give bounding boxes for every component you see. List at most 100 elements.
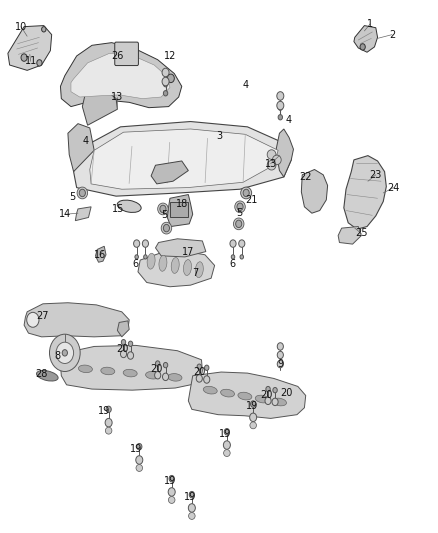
Polygon shape — [8, 26, 52, 70]
Circle shape — [197, 364, 201, 369]
Ellipse shape — [158, 203, 168, 215]
Ellipse shape — [123, 369, 137, 377]
Circle shape — [360, 44, 365, 50]
Circle shape — [251, 401, 256, 407]
Ellipse shape — [233, 218, 244, 230]
Circle shape — [49, 334, 80, 372]
Polygon shape — [338, 227, 361, 244]
Text: 25: 25 — [355, 229, 367, 238]
Text: 20: 20 — [151, 364, 163, 374]
Circle shape — [155, 361, 160, 366]
Circle shape — [277, 101, 284, 110]
Ellipse shape — [272, 155, 281, 165]
Text: 19: 19 — [164, 476, 176, 486]
Polygon shape — [167, 195, 193, 227]
Circle shape — [168, 488, 175, 496]
Circle shape — [128, 341, 133, 346]
Ellipse shape — [168, 497, 175, 503]
Text: 6: 6 — [229, 259, 235, 269]
Ellipse shape — [188, 513, 195, 519]
FancyBboxPatch shape — [170, 202, 188, 217]
Ellipse shape — [272, 398, 286, 406]
Circle shape — [243, 189, 249, 197]
Circle shape — [250, 413, 257, 422]
Text: 13: 13 — [111, 92, 124, 102]
Circle shape — [136, 456, 143, 464]
Circle shape — [239, 240, 245, 247]
Ellipse shape — [147, 253, 155, 269]
Ellipse shape — [221, 389, 234, 397]
Circle shape — [272, 398, 278, 406]
Text: 5: 5 — [161, 210, 167, 220]
Circle shape — [189, 491, 194, 498]
Text: 2: 2 — [389, 30, 395, 39]
Polygon shape — [95, 246, 106, 262]
Circle shape — [265, 397, 271, 405]
Text: 4: 4 — [242, 80, 248, 90]
Circle shape — [205, 365, 209, 370]
Ellipse shape — [136, 464, 142, 472]
Circle shape — [21, 54, 27, 61]
Ellipse shape — [267, 160, 276, 170]
Circle shape — [278, 105, 283, 110]
Polygon shape — [74, 122, 291, 196]
Ellipse shape — [267, 150, 276, 159]
Ellipse shape — [203, 386, 217, 394]
Circle shape — [137, 443, 142, 450]
Text: 19: 19 — [219, 430, 232, 439]
Ellipse shape — [255, 395, 269, 403]
Text: 20: 20 — [117, 344, 129, 354]
Text: 4: 4 — [286, 115, 292, 125]
Circle shape — [169, 475, 174, 482]
Polygon shape — [82, 88, 117, 125]
Text: 22: 22 — [300, 172, 312, 182]
Circle shape — [42, 27, 46, 32]
Circle shape — [167, 74, 174, 83]
Text: 12: 12 — [164, 51, 176, 61]
Text: 23: 23 — [370, 170, 382, 180]
Polygon shape — [68, 124, 94, 172]
Circle shape — [163, 362, 168, 368]
Text: 20: 20 — [193, 367, 205, 377]
Ellipse shape — [195, 262, 203, 278]
Ellipse shape — [117, 200, 141, 213]
Circle shape — [121, 340, 126, 345]
FancyBboxPatch shape — [115, 42, 138, 66]
Text: 16: 16 — [94, 250, 106, 260]
Circle shape — [105, 418, 112, 427]
Circle shape — [162, 77, 169, 86]
Text: 3: 3 — [216, 131, 222, 141]
Circle shape — [62, 350, 67, 356]
Circle shape — [163, 82, 168, 87]
Circle shape — [237, 203, 243, 211]
Ellipse shape — [238, 392, 252, 400]
Circle shape — [79, 189, 85, 197]
Polygon shape — [60, 43, 182, 108]
Text: 19: 19 — [130, 444, 142, 454]
Circle shape — [277, 92, 284, 100]
Text: 26: 26 — [111, 51, 124, 61]
Polygon shape — [60, 345, 202, 390]
Circle shape — [223, 441, 230, 449]
Text: 9: 9 — [277, 359, 283, 368]
Polygon shape — [138, 251, 215, 287]
Text: 17: 17 — [182, 247, 194, 256]
Circle shape — [188, 504, 195, 512]
Ellipse shape — [224, 450, 230, 456]
Text: 7: 7 — [192, 269, 198, 278]
Text: 14: 14 — [59, 209, 71, 219]
Ellipse shape — [250, 422, 257, 429]
Text: 10: 10 — [15, 22, 27, 31]
Circle shape — [162, 373, 169, 381]
Text: 13: 13 — [265, 159, 277, 168]
Circle shape — [142, 240, 148, 247]
Polygon shape — [188, 372, 306, 418]
Circle shape — [236, 220, 242, 228]
Circle shape — [106, 406, 111, 413]
Text: 27: 27 — [37, 311, 49, 320]
Polygon shape — [24, 303, 129, 337]
Ellipse shape — [78, 365, 92, 373]
Text: 21: 21 — [246, 195, 258, 205]
Text: 19: 19 — [98, 407, 110, 416]
Circle shape — [240, 255, 244, 259]
